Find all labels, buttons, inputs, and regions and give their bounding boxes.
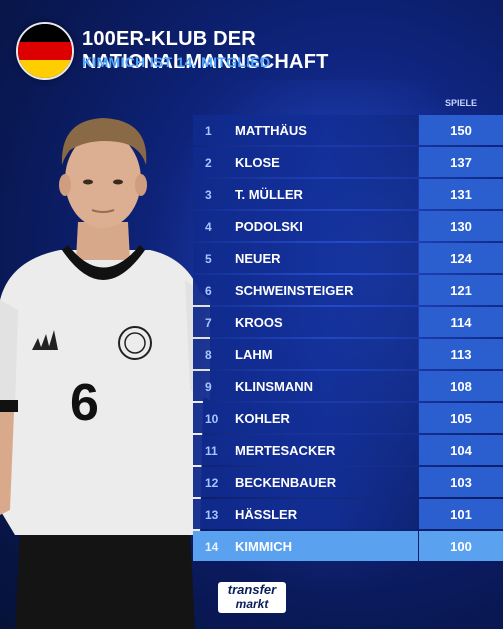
rank: 14 [205,540,219,554]
table-row: 4 PODOLSKI 130 [193,211,503,241]
player-name: MERTESACKER [235,443,336,458]
games-count: 114 [450,315,472,330]
games-count: 113 [450,347,472,362]
page-subtitle: KIMMICH IST 14. MITGLIED [82,54,271,70]
games-count: 108 [450,379,472,394]
rank: 4 [205,220,212,234]
table-row: 10 KOHLER 105 [193,403,503,433]
table-row: 9 KLINSMANN 108 [193,371,503,401]
rank: 13 [205,508,219,522]
shirt-number: 6 [70,374,99,432]
logo-line-1: transfer [227,582,277,597]
rank: 11 [205,444,218,458]
games-count: 100 [450,539,472,554]
games-count: 101 [450,507,472,522]
page-title: 100ER-KLUB DER NATIONALMANNSCHAFT [82,28,329,73]
games-count: 131 [450,187,472,202]
table-row: 7 KROOS 114 [193,307,503,337]
games-count: 104 [450,443,472,458]
player-name: T. MÜLLER [235,187,303,202]
player-name: PODOLSKI [235,219,303,234]
player-name: SCHWEINSTEIGER [235,283,354,298]
player-name: KLINSMANN [235,379,313,394]
table-row-highlighted: 14 KIMMICH 100 [193,531,503,561]
rank: 7 [205,316,212,330]
games-count: 105 [450,411,472,426]
table-row: 1 MATTHÄUS 150 [193,115,503,145]
player-name: KROOS [235,315,283,330]
logo-line-2: markt [235,597,269,611]
table-row: 6 SCHWEINSTEIGER 121 [193,275,503,305]
germany-flag-icon [16,22,74,80]
player-image: 6 [0,118,210,629]
player-name: NEUER [235,251,281,266]
rank: 10 [205,412,219,426]
table-row: 5 NEUER 124 [193,243,503,273]
player-name: MATTHÄUS [235,123,307,138]
rank: 5 [205,252,212,266]
player-name: KLOSE [235,155,280,170]
player-name: HÄSSLER [235,507,298,522]
games-count: 121 [450,283,472,298]
ranking-table: 1 MATTHÄUS 150 2 KLOSE 137 3 T. MÜLLER 1… [193,115,503,563]
rank: 2 [205,156,212,170]
games-count: 150 [450,123,472,138]
games-count: 130 [450,219,472,234]
games-count: 124 [450,251,472,266]
table-row: 2 KLOSE 137 [193,147,503,177]
table-row: 11 MERTESACKER 104 [193,435,503,465]
table-row: 12 BECKENBAUER 103 [193,467,503,497]
table-row: 8 LAHM 113 [193,339,503,369]
rank: 9 [205,380,212,394]
rank: 1 [205,124,212,138]
player-name: BECKENBAUER [235,475,337,490]
games-column-header: SPIELE [445,98,478,108]
transfermarkt-logo: transfer markt [218,582,286,613]
rank: 12 [205,476,219,490]
player-name: KOHLER [235,411,290,426]
player-name: KIMMICH [235,539,293,554]
games-count: 103 [450,475,472,490]
table-row: 3 T. MÜLLER 131 [193,179,503,209]
rank: 8 [205,348,212,362]
rank: 3 [205,188,212,202]
games-count: 137 [450,155,472,170]
player-name: LAHM [235,347,273,362]
table-row: 13 HÄSSLER 101 [193,499,503,529]
rank: 6 [205,284,212,298]
